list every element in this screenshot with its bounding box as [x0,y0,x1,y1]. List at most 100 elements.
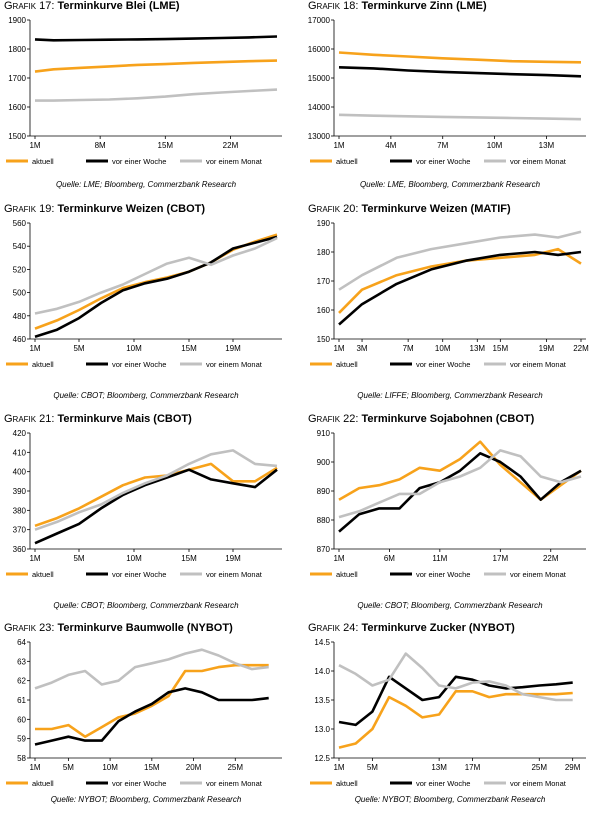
legend-label: vor einer Woche [112,779,166,788]
legend-label: aktuell [32,779,54,788]
chart-title: Grafik 18: Terminkurve Zinn (LME) [308,0,487,12]
legend-label: vor einer Woche [416,157,470,166]
series-line [338,247,582,314]
x-tick-label: 19M [225,554,241,563]
chart-title-text: Terminkurve Zinn (LME) [361,0,487,12]
x-tick-label: 5M [73,344,84,353]
y-tick-label: 1800 [8,45,26,54]
y-tick-label: 64 [17,638,26,647]
chart-title-text: Terminkurve Mais (CBOT) [57,413,192,425]
x-tick-label: 15M [181,554,197,563]
chart-source: Quelle: CBOT; Bloomberg, Commerzbank Res… [357,601,543,610]
x-tick-label: 3M [356,344,367,353]
series-line [34,35,278,42]
x-tick-label: 1M [29,141,40,150]
y-tick-label: 520 [13,265,27,274]
legend-label: vor einem Monat [510,157,567,166]
legend-label: aktuell [32,360,54,369]
series-line [34,59,278,73]
legend-label: vor einer Woche [416,570,470,579]
legend-label: aktuell [32,157,54,166]
x-tick-label: 19M [539,344,555,353]
series-line [338,675,573,727]
panel: Grafik 18: Terminkurve Zinn (LME) 13000 1… [304,0,596,200]
legend-label: aktuell [336,360,358,369]
chart-source: Quelle: CBOT; Bloomberg, Commerzbank Res… [53,391,239,400]
chart-title: Grafik 21: Terminkurve Mais (CBOT) [4,413,192,425]
x-tick-label: 5M [73,554,84,563]
chart-title: Grafik 22: Terminkurve Sojabohnen (CBOT) [308,413,534,425]
x-tick-label: 15M [144,763,160,772]
legend-label: vor einem Monat [206,360,263,369]
chart-title-text: Terminkurve Sojabohnen (CBOT) [361,413,535,425]
chart-svg: 150 160 170 180 190 1M 3M 7M 10M 13M 15M 19M 22M aktu… [310,219,589,369]
y-tick-label: 15000 [308,74,331,83]
y-tick-label: 420 [13,429,27,438]
y-tick-label: 910 [317,429,331,438]
series-line [34,462,278,528]
y-tick-label: 900 [317,458,331,467]
chart-prefix: Grafik 19: [4,203,55,215]
series-line [34,687,269,746]
series-line [338,689,573,749]
chart-svg: 58 59 60 61 62 63 64 1M 5M 10M 15M 20M 25M aktuell vor… [6,638,282,788]
x-tick-label: 10M [126,554,142,563]
chart-title: Grafik 23: Terminkurve Baumwolle (NYBOT) [4,622,233,634]
chart-title-text: Terminkurve Weizen (MATIF) [361,203,511,215]
chart-svg: 13000 14000 15000 16000 17000 1M 4M 7M 10M 13M akt… [308,16,586,166]
panel: Grafik 20: Terminkurve Weizen (MATIF) 15… [304,203,596,403]
x-tick-label: 15M [181,344,197,353]
series-line [338,250,582,326]
chart-source: Quelle: NYBOT; Bloomberg, Commerzbank Re… [50,795,242,804]
series-line [338,451,582,533]
x-tick-label: 25M [531,763,547,772]
chart-title-text: Terminkurve Weizen (CBOT) [57,203,206,215]
y-tick-label: 14000 [308,103,331,112]
legend-label: vor einer Woche [112,570,166,579]
chart-svg: 460 480 500 520 540 560 1M 5M 10M 15M 19M aktuell vo… [6,219,282,369]
chart-title-text: Terminkurve Baumwolle (NYBOT) [57,622,233,634]
chart-prefix: Grafik 20: [308,203,359,215]
y-tick-label: 170 [317,277,331,286]
x-tick-label: 15M [493,344,509,353]
x-tick-label: 13M [470,344,486,353]
legend-label: vor einem Monat [206,779,263,788]
y-tick-label: 190 [317,219,331,228]
x-tick-label: 8M [95,141,106,150]
chart-title-text: Terminkurve Blei (LME) [57,0,180,12]
x-tick-label: 19M [225,344,241,353]
y-tick-label: 60 [17,715,26,724]
y-tick-label: 460 [13,335,27,344]
y-tick-label: 870 [317,545,331,554]
chart-prefix: Grafik 18: [308,0,359,12]
legend-label: aktuell [336,779,358,788]
x-tick-label: 22M [543,554,559,563]
panel: Grafik 21: Terminkurve Mais (CBOT) 360 37… [0,413,292,613]
chart-source: Quelle: LIFFE; Bloomberg, Commerzbank Re… [357,391,543,400]
y-tick-label: 150 [317,335,331,344]
x-tick-label: 7M [403,344,414,353]
y-tick-label: 1700 [8,74,26,83]
chart-title-text: Terminkurve Zucker (NYBOT) [361,622,515,634]
panel: Grafik 23: Terminkurve Baumwolle (NYBOT)… [0,622,292,822]
chart-prefix: Grafik 24: [308,622,359,634]
x-tick-label: 10M [102,763,118,772]
x-tick-label: 6M [384,554,395,563]
x-tick-label: 10M [435,344,451,353]
panel: Grafik 19: Terminkurve Weizen (CBOT) 460… [0,203,292,403]
legend-label: vor einer Woche [416,360,470,369]
chart-title: Grafik 19: Terminkurve Weizen (CBOT) [4,203,205,215]
y-tick-label: 540 [13,242,27,251]
chart-prefix: Grafik 17: [4,0,55,12]
y-tick-label: 180 [317,248,331,257]
y-tick-label: 160 [317,306,331,315]
panel: Grafik 17: Terminkurve Blei (LME) 1500 16… [0,0,292,200]
x-tick-label: 1M [333,763,344,772]
y-tick-label: 61 [17,696,26,705]
x-tick-label: 13M [539,141,555,150]
y-tick-label: 12.5 [314,754,330,763]
y-tick-label: 1500 [8,132,26,141]
y-tick-label: 63 [17,657,26,666]
y-tick-label: 370 [13,526,27,535]
x-tick-label: 1M [29,763,40,772]
